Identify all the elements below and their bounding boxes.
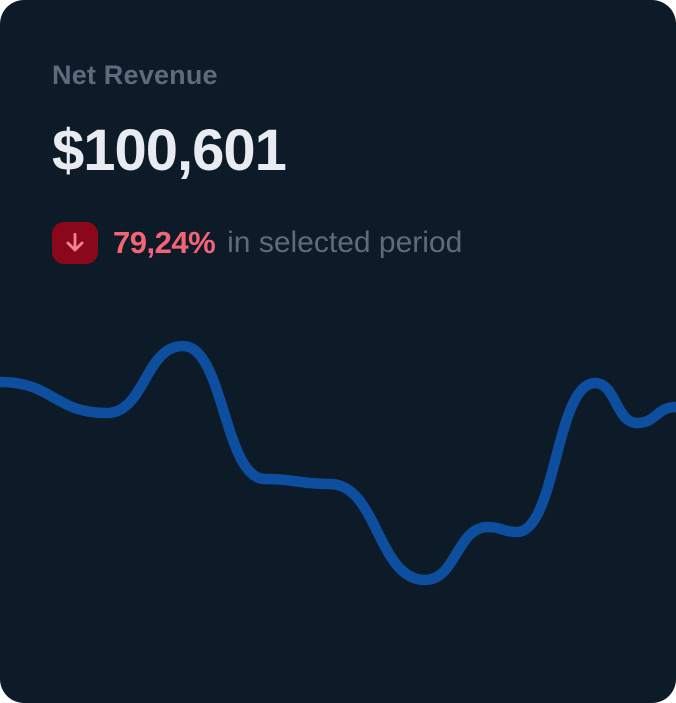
sparkline-line <box>0 340 676 586</box>
delta-caption: in selected period <box>227 226 463 259</box>
delta-percent: 79,24% <box>113 225 216 260</box>
card-header: Net Revenue $100,601 79,24% in selected … <box>52 62 462 264</box>
delta-row: 79,24% in selected period <box>52 222 462 264</box>
trend-down-badge <box>52 222 98 264</box>
revenue-value: $100,601 <box>52 118 287 183</box>
arrow-down-icon <box>62 230 88 256</box>
card-title: Net Revenue <box>52 60 218 90</box>
